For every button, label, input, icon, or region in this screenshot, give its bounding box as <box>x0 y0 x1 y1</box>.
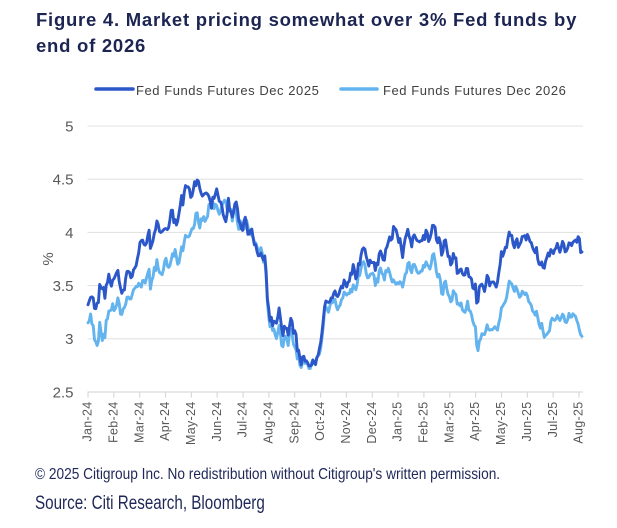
svg-text:5: 5 <box>65 118 73 135</box>
svg-text:3.5: 3.5 <box>53 278 74 295</box>
svg-text:Feb-24: Feb-24 <box>106 402 120 443</box>
svg-text:May-25: May-25 <box>494 401 508 444</box>
svg-text:Dec-24: Dec-24 <box>365 402 379 444</box>
svg-text:4: 4 <box>65 225 73 242</box>
svg-text:Jun-25: Jun-25 <box>520 402 534 442</box>
svg-text:4.5: 4.5 <box>53 172 74 189</box>
svg-text:Jul-24: Jul-24 <box>236 402 250 438</box>
svg-text:Mar-24: Mar-24 <box>132 402 146 443</box>
svg-text:Apr-25: Apr-25 <box>468 402 482 441</box>
svg-text:Jan-24: Jan-24 <box>81 402 95 442</box>
svg-text:3: 3 <box>65 331 73 348</box>
svg-text:May-24: May-24 <box>184 402 198 445</box>
svg-text:2.5: 2.5 <box>53 384 74 401</box>
svg-text:Jan-25: Jan-25 <box>391 402 405 442</box>
svg-text:%: % <box>40 252 57 265</box>
svg-text:Feb-25: Feb-25 <box>417 402 431 443</box>
svg-text:Jul-25: Jul-25 <box>546 402 560 438</box>
svg-text:Aug-24: Aug-24 <box>262 402 276 444</box>
svg-text:Apr-24: Apr-24 <box>158 402 172 441</box>
svg-text:Sep-24: Sep-24 <box>287 402 301 444</box>
svg-text:Nov-24: Nov-24 <box>339 402 353 444</box>
svg-text:Aug-25: Aug-25 <box>572 402 586 444</box>
svg-text:Mar-25: Mar-25 <box>442 402 456 443</box>
svg-text:Jun-24: Jun-24 <box>210 402 224 442</box>
svg-text:Oct-24: Oct-24 <box>313 402 327 441</box>
